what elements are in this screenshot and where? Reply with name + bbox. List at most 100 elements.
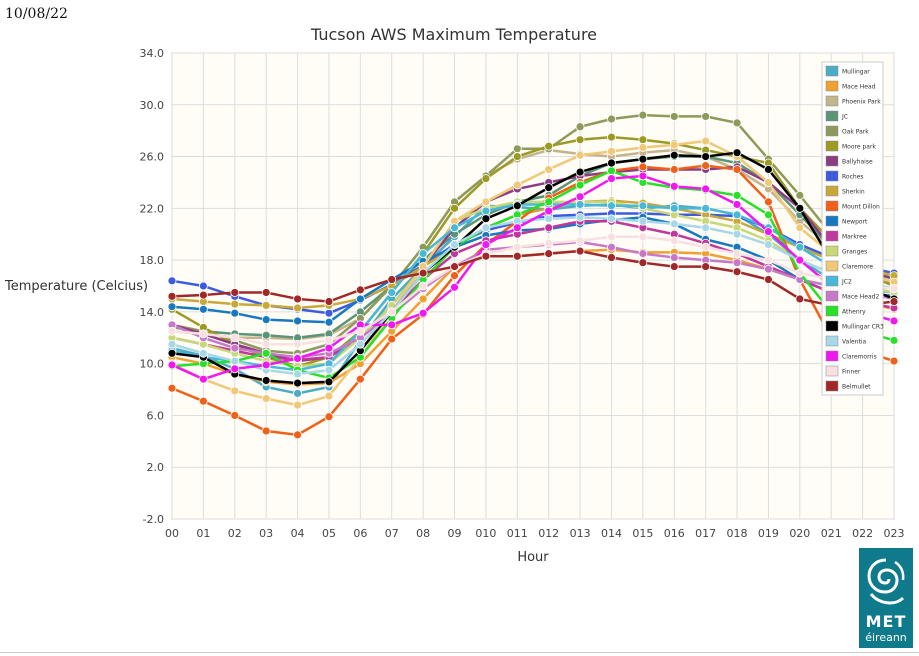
legend-swatch [825,140,839,152]
x-tick-label: 013 [570,527,591,540]
legend-label: Granges [842,249,867,256]
logo-text-met: MET [865,612,907,631]
x-tick-label: 06 [353,527,367,540]
legend-swatch [825,305,839,317]
data-point [450,262,459,271]
x-tick-label: 020 [789,527,810,540]
series-line [171,139,895,407]
data-point [638,232,648,242]
data-point [387,334,397,344]
legend-label: JC [841,114,848,121]
data-point [544,223,554,233]
legend-label: Oak Park [842,129,869,136]
plot-background [171,52,895,520]
legend-label: Belmullet [842,384,871,391]
data-point [701,184,711,194]
data-point [575,122,585,132]
data-point [481,174,491,183]
data-point [198,348,208,358]
series-line [171,113,895,355]
data-point [575,246,585,256]
data-point [607,232,616,242]
data-point [198,329,208,339]
data-point [167,348,177,358]
data-point [198,396,208,406]
legend-swatch [825,80,839,92]
legend-label: JC2 [841,279,852,286]
data-point [293,389,302,398]
data-point [701,161,711,171]
data-point [261,301,271,310]
data-point [889,356,899,366]
data-point [607,214,616,224]
legend-label: Mace Head [842,84,876,91]
legend-label: Sherkin [842,189,865,196]
legend-label: Mullingar CR3 [842,324,884,331]
data-point [638,110,648,120]
data-point [795,190,805,200]
footer-divider [0,652,919,653]
y-axis-ticks: -2.0 2.0 6.0 10.0 14.0 18.0 22.0 26.0 30.0 34.0 [140,47,165,526]
data-point [889,297,899,306]
data-point [669,140,679,150]
data-point [512,152,522,161]
data-point [669,203,679,213]
data-point [261,360,271,370]
data-point [701,112,711,121]
x-tick-label: 04 [291,527,305,540]
legend-label: Mace Head2 [842,294,879,301]
data-point [889,316,899,326]
data-point [732,249,742,259]
data-point [544,238,554,248]
series-group [167,110,899,440]
data-point [167,339,177,349]
legend-swatch [825,320,839,332]
data-point [418,294,428,304]
data-point [418,281,428,291]
legend-label: Finner [842,369,861,376]
data-point [701,203,711,213]
y-axis-label: Temperature (Celcius) [4,279,148,294]
data-point [324,391,334,401]
data-point [638,162,648,172]
data-point [387,288,397,297]
data-point [575,180,585,190]
data-point [230,343,240,353]
y-tick-label: 34.0 [140,47,165,60]
series-claremorris [167,171,899,384]
data-point [481,251,491,261]
data-point [764,197,773,207]
data-point [198,374,208,384]
data-point [764,240,773,249]
legend-label: Athenry [842,309,866,316]
legend-label: Claremorris [842,354,877,361]
data-point [544,197,554,207]
legend-label: Markree [842,234,867,241]
data-point [638,249,648,259]
swirl-icon [867,558,905,605]
data-point [732,190,742,200]
x-tick-label: 019 [758,527,779,540]
data-point [324,365,334,375]
legend-label: Roches [842,174,864,181]
data-point [638,143,648,152]
data-point [261,376,271,385]
data-point [324,308,334,318]
x-tick-label: 00 [165,527,179,540]
legend-swatch [825,260,839,272]
x-tick-label: 08 [416,527,430,540]
data-point [230,308,240,318]
x-tick-label: 07 [385,527,399,540]
legend-swatch [825,230,839,242]
data-point [450,271,459,281]
data-point [544,214,554,224]
data-point [544,141,554,151]
data-point [732,118,742,128]
data-point [607,132,616,142]
data-point [795,203,805,213]
data-point [607,166,616,176]
data-point [512,144,522,154]
data-point [607,158,616,168]
legend-label: Moore park [842,144,876,151]
